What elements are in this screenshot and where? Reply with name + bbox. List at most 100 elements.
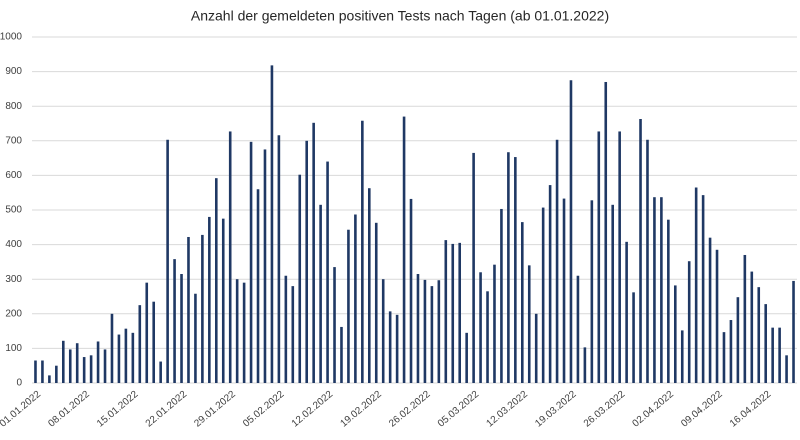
y-tick-label: 200 (5, 308, 22, 319)
bar (402, 116, 406, 383)
bar (124, 328, 128, 383)
bar (173, 259, 176, 383)
bar (41, 360, 44, 383)
bar (201, 234, 204, 383)
bar (263, 149, 267, 383)
bar (152, 301, 156, 383)
bar (75, 343, 79, 383)
bar (708, 237, 712, 383)
bar (270, 65, 274, 383)
x-tick-label: 16.04.2022 (728, 389, 774, 430)
chart-title: Anzahl der gemeldeten positiven Tests na… (191, 8, 609, 24)
bar (604, 81, 608, 383)
bar (256, 189, 260, 383)
bar (722, 332, 726, 383)
x-tick-label: 12.03.2022 (485, 389, 531, 430)
bar (500, 208, 503, 383)
bar (305, 140, 309, 383)
bar (792, 280, 795, 383)
x-tick-label: 29.01.2022 (192, 389, 238, 430)
bar (166, 139, 169, 383)
bar (771, 327, 774, 383)
bar (520, 222, 524, 383)
bar (687, 261, 691, 383)
bar (367, 188, 371, 383)
bar (361, 120, 364, 384)
bar (416, 274, 420, 383)
y-tick-label: 0 (16, 378, 22, 389)
bar (34, 360, 37, 383)
bar (312, 122, 315, 384)
y-tick-label: 600 (5, 170, 22, 181)
bar (639, 119, 642, 383)
x-tick-label: 19.02.2022 (338, 389, 384, 430)
bar (159, 361, 162, 383)
bar (541, 207, 545, 383)
bar (646, 139, 649, 383)
bar (333, 267, 336, 383)
bar (145, 282, 149, 383)
bar (277, 135, 281, 383)
bar (48, 375, 51, 383)
bar (785, 355, 788, 383)
bar (458, 242, 462, 383)
bar (507, 152, 510, 383)
bar (778, 327, 781, 383)
bar (242, 282, 246, 383)
bar (214, 178, 218, 383)
bar (221, 218, 225, 383)
bar (694, 187, 698, 383)
bar (514, 157, 517, 383)
x-tick-label: 09.04.2022 (679, 389, 725, 430)
bar (764, 304, 768, 383)
bar (180, 274, 183, 383)
bar (736, 297, 740, 383)
x-tick-label: 19.03.2022 (533, 389, 579, 430)
bar (548, 185, 552, 383)
bar (187, 236, 190, 383)
bar (291, 286, 295, 383)
bar (534, 313, 538, 383)
bar (298, 174, 302, 383)
bar (395, 314, 399, 383)
bar (597, 131, 601, 383)
bar (673, 285, 677, 383)
bar (284, 275, 288, 383)
bar (625, 241, 628, 383)
bar (472, 152, 475, 383)
x-tick-label: 01.01.2022 (0, 389, 43, 430)
bar (340, 326, 343, 383)
bar (235, 279, 239, 383)
bar (750, 271, 754, 383)
bar (667, 219, 670, 383)
y-tick-label: 400 (5, 239, 22, 250)
bar (103, 349, 107, 383)
bar (249, 141, 253, 383)
bar (444, 240, 448, 383)
bar (138, 305, 142, 383)
bar (611, 204, 615, 383)
x-tick-label: 15.01.2022 (95, 389, 141, 430)
y-tick-label: 700 (5, 135, 22, 146)
bar (653, 197, 656, 383)
bar (117, 334, 121, 383)
bar (82, 357, 86, 383)
bar (381, 279, 385, 383)
bar (555, 139, 559, 383)
bar (680, 330, 684, 383)
x-tick-label: 05.02.2022 (241, 389, 287, 430)
x-tick-label: 26.03.2022 (582, 389, 628, 430)
y-tick-label: 300 (5, 274, 22, 285)
bar (326, 161, 329, 383)
bar (55, 365, 58, 383)
bar (194, 293, 197, 383)
bar (96, 341, 100, 383)
bar (590, 200, 594, 383)
bar (618, 131, 621, 383)
bar (437, 280, 441, 383)
bar (61, 340, 65, 383)
bar (131, 332, 135, 383)
y-tick-label: 500 (5, 205, 22, 216)
x-tick-label: 12.02.2022 (290, 389, 336, 430)
